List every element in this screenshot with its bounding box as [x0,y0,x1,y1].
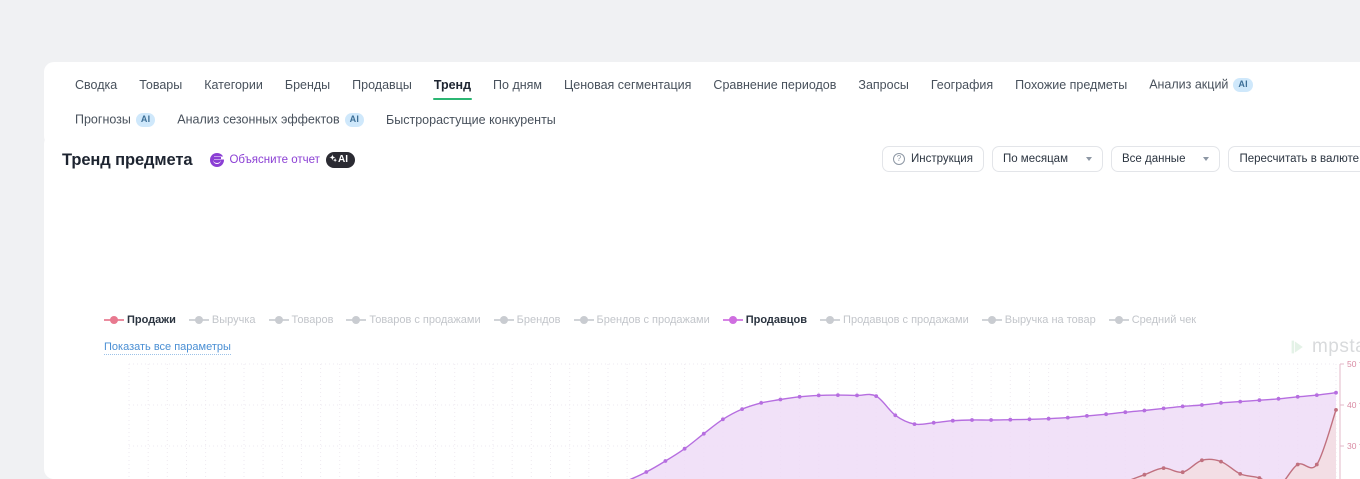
ai-badge: AI [1233,78,1253,92]
tab-11[interactable]: Похожие предметы [1004,69,1138,103]
chevron-down-icon [1085,157,1092,161]
tab-9[interactable]: Запросы [847,69,919,103]
legend-marker-icon [1108,315,1129,325]
trend-chart[interactable]: 010 тыс20 тыс30 тыс40 тыс50 тыс05001 тыс… [44,356,1360,479]
legend-marker-icon [981,315,1002,325]
tab-label: География [930,77,994,92]
legend-label: Брендов с продажами [596,314,710,326]
legend-label: Выручка [211,314,256,326]
sparkle-small-icon: ✦ [332,158,338,164]
legend-item-7[interactable]: Продавцов с продажами [820,314,969,326]
legend-marker-icon [346,315,367,325]
trend-report-card: Тренд предмета Объясните отчет ✦ ✦ AI ? … [44,134,1360,479]
report-header: Тренд предмета Объясните отчет ✦ ✦ AI ? … [44,134,1360,174]
svg-text:50 тыс: 50 тыс [1347,359,1360,369]
tab-4[interactable]: Продавцы [341,69,423,103]
data-scope-label: Все данные [1121,153,1186,165]
tab-5[interactable]: Тренд [423,69,482,103]
recalc-currency-button[interactable]: Пересчитать в валюте [1228,146,1360,172]
tab-label: Продавцы [352,77,412,92]
legend-item-8[interactable]: Выручка на товар [981,314,1096,326]
tab-2[interactable]: Категории [193,69,274,103]
tab-label: Сводка [75,77,118,92]
svg-text:30 тыс: 30 тыс [1347,441,1360,451]
legend-label: Продавцов с продажами [843,314,969,326]
legend-marker-icon [268,315,289,325]
tab-14[interactable]: Анализ сезонных эффектов AI [166,103,375,138]
legend-label: Брендов [516,314,561,326]
legend-marker-icon [722,315,743,325]
legend-label: Продавцов [745,314,808,326]
question-circle-icon: ? [893,153,906,165]
report-toolbar: ? Инструкция По месяцам Все данные Перес… [882,146,1360,172]
tab-label: Быстрорастущие конкуренты [386,112,556,127]
explain-report-label: Объясните отчет [229,154,320,166]
tab-label: Прогнозы [75,112,131,127]
tab-label: Категории [204,77,263,92]
tab-label: Тренд [433,77,472,92]
legend-label: Выручка на товар [1004,314,1096,326]
tab-label: Сравнение периодов [713,77,837,92]
tab-10[interactable]: География [920,69,1004,103]
tab-label: Запросы [858,77,909,92]
tab-label: Товары [139,77,183,92]
tab-label: Анализ акций [1149,77,1229,92]
legend-item-6[interactable]: Продавцов [722,314,808,326]
recalc-currency-label: Пересчитать в валюте [1239,153,1359,165]
tab-bar-card: Сводка Товары Категории Бренды Продавцы Тренд… [44,62,1360,146]
page-title: Тренд предмета [62,150,193,169]
tab-7[interactable]: Ценовая сегментация [553,69,702,103]
instruction-button[interactable]: ? Инструкция [882,146,984,172]
legend-item-9[interactable]: Средний чек [1108,314,1197,326]
show-all-params-link[interactable]: Показать все параметры [104,341,231,355]
legend-label: Средний чек [1131,314,1197,326]
legend-label: Продажи [127,314,176,326]
legend-item-3[interactable]: Товаров с продажами [346,314,481,326]
tab-label: По дням [493,77,543,92]
tab-12[interactable]: Анализ акций AI [1138,68,1264,103]
tab-row: Сводка Товары Категории Бренды Продавцы Тренд… [64,68,1360,138]
legend-item-1[interactable]: Выручка [188,314,256,326]
sparkle-icon: ✦ [329,155,336,162]
chart-legend: Продажи Выручка Товаров Товаров с продажами… [104,314,1209,326]
legend-marker-icon [573,315,594,325]
chevron-down-icon [1203,157,1210,161]
ai-badge: AI [344,113,365,127]
ai-sparkle-badge: ✦ ✦ AI [325,152,355,168]
svg-text:40 тыс: 40 тыс [1347,400,1360,410]
mpstats-logo-icon [1291,340,1303,354]
tab-label: Похожие предметы [1015,77,1128,92]
legend-item-2[interactable]: Товаров [268,314,334,326]
tab-8[interactable]: Сравнение периодов [702,69,847,103]
tab-0[interactable]: Сводка [64,69,128,103]
mpstats-wordmark: mpstats [1311,336,1360,357]
period-label: По месяцам [1002,153,1068,165]
period-select[interactable]: По месяцам [991,146,1103,172]
legend-marker-icon [820,315,841,325]
legend-item-4[interactable]: Брендов [493,314,561,326]
tab-6[interactable]: По дням [482,69,553,103]
tab-label: Ценовая сегментация [564,77,692,92]
smiley-icon [210,153,225,167]
mpstats-watermark: mpstats [1290,336,1360,358]
tab-label: Бренды [284,77,331,92]
legend-label: Товаров [291,314,334,326]
tab-3[interactable]: Бренды [274,69,341,103]
tab-label: Анализ сезонных эффектов [177,112,340,127]
tab-13[interactable]: Прогнозы AI [64,103,166,138]
tab-15[interactable]: Быстрорастущие конкуренты [375,104,567,138]
explain-report-link[interactable]: Объясните отчет ✦ ✦ AI [210,152,355,168]
tab-1[interactable]: Товары [128,69,193,103]
instruction-label: Инструкция [911,153,973,165]
legend-item-5[interactable]: Брендов с продажами [573,314,710,326]
legend-label: Товаров с продажами [369,314,481,326]
ai-badge-label: AI [337,154,348,165]
data-scope-select[interactable]: Все данные [1110,146,1221,172]
ai-badge: AI [135,113,156,127]
legend-marker-icon [104,315,124,325]
legend-item-0[interactable]: Продажи [104,314,176,326]
legend-marker-icon [188,315,209,325]
legend-marker-icon [493,315,514,325]
